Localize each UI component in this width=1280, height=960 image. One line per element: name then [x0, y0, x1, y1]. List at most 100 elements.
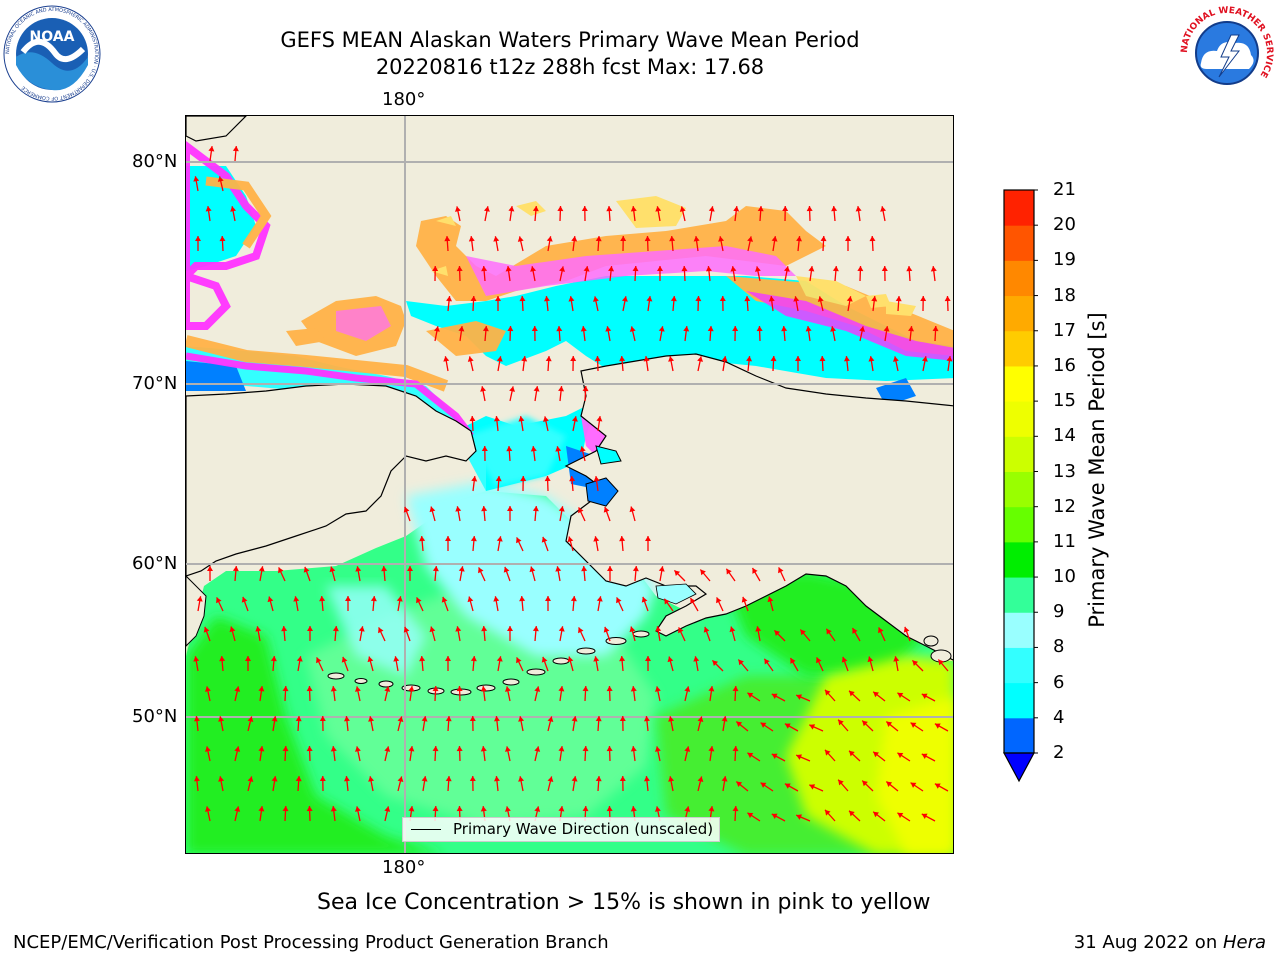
wave-arrow-head — [534, 746, 541, 752]
wave-arrow-head — [419, 536, 426, 542]
wave-arrow-head — [232, 146, 239, 152]
wave-arrow-head — [744, 296, 751, 302]
wave-arrow-head — [708, 806, 715, 812]
wave-arrow-head — [354, 746, 361, 752]
wave-arrow-head — [632, 566, 639, 572]
colorbar-tick-label: 17 — [1053, 319, 1076, 341]
wave-arrow-head — [481, 266, 488, 272]
wave-arrow-head — [897, 752, 904, 759]
wave-arrow-head — [469, 716, 476, 722]
wave-arrow-head — [368, 716, 375, 722]
colorbar-band — [1004, 506, 1034, 543]
colorbar-tick-label: 4 — [1053, 706, 1065, 728]
wave-arrow-head — [629, 326, 636, 332]
wave-arrow-head — [595, 236, 602, 242]
wave-arrow-head — [756, 326, 763, 332]
wave-arrow-head — [747, 236, 754, 242]
wave-arrow-head — [408, 686, 415, 692]
wave-arrow-head — [319, 716, 326, 722]
wave-arrow-head — [558, 806, 565, 812]
wave-arrow-head — [881, 266, 888, 272]
lat-label-70: 70°N — [132, 373, 178, 394]
wave-arrow-head — [480, 746, 487, 752]
wave-arrow-head — [558, 686, 565, 692]
wave-arrow-head — [258, 806, 265, 812]
wave-arrow-head — [455, 506, 462, 512]
wave-arrow-head — [503, 566, 510, 573]
land — [186, 116, 953, 661]
wave-arrow-head — [306, 746, 313, 752]
land-svalbard-hint — [186, 116, 247, 142]
wave-arrow-head — [381, 566, 388, 572]
wave-arrow-head — [805, 326, 812, 332]
wave-arrow-head — [855, 206, 862, 212]
wave-arrow-head — [495, 296, 501, 301]
wave-arrow-head — [738, 659, 744, 666]
wave-arrow-head — [204, 746, 211, 752]
wave-arrow-head — [632, 266, 639, 272]
wave-arrow-head — [507, 626, 513, 631]
wave-arrow-head — [571, 236, 578, 242]
wave-arrow-head — [205, 206, 212, 212]
wave-arrow-head — [456, 806, 463, 812]
wave-arrow-head — [920, 296, 927, 302]
wave-arrow-head — [396, 596, 403, 602]
wave-arrow-head — [857, 266, 864, 272]
wave-arrow-head — [547, 776, 554, 783]
wave-arrow-head — [518, 776, 525, 782]
colorbar-band — [1004, 225, 1034, 261]
wave-arrow-head — [530, 266, 537, 272]
wave-arrow-head — [871, 296, 878, 302]
wave-arrow-head — [771, 693, 778, 699]
wave-arrow-head — [519, 296, 526, 302]
wave-arrow-head — [790, 658, 796, 664]
wave-arrow-head — [869, 236, 876, 242]
wave-arrow-head — [546, 236, 553, 242]
colorbar-tick-label: 12 — [1053, 495, 1076, 517]
wave-arrow-head — [421, 716, 428, 722]
wave-arrow-head — [504, 686, 511, 692]
colorbar-band — [1004, 647, 1034, 684]
wave-arrow-head — [270, 656, 277, 662]
wave-arrow-head — [697, 356, 704, 362]
wave-arrow-head — [219, 236, 226, 242]
wave-arrow-head — [796, 754, 802, 760]
colorbar-band — [1004, 260, 1034, 297]
wave-arrow-head — [726, 568, 732, 575]
wave-arrow-head — [193, 716, 200, 722]
wave-arrow-head — [578, 507, 584, 514]
wave-arrow-head — [944, 296, 951, 302]
wave-arrow-head — [849, 810, 855, 817]
wave-arrow-head — [910, 722, 917, 728]
wave-arrow-head — [681, 266, 688, 272]
wave-arrow-head — [678, 627, 684, 634]
wave-arrow-head — [433, 326, 440, 332]
wave-arrow-head — [343, 716, 350, 722]
wave-arrow-head — [518, 416, 525, 422]
colorbar-tick-label: 6 — [1053, 671, 1065, 693]
wave-arrow-head — [620, 236, 627, 242]
wave-arrow-head — [493, 776, 500, 782]
wave-arrow-head — [219, 656, 226, 662]
wave-arrow-head — [824, 689, 831, 696]
wave-arrow-head — [509, 386, 516, 392]
wave-arrow-head — [555, 446, 562, 452]
wave-arrow-head — [582, 806, 589, 812]
wave-arrow-head — [378, 627, 384, 634]
wave-arrow-head — [583, 266, 590, 272]
wave-arrow-head — [641, 596, 648, 603]
colorbar — [1002, 189, 1038, 783]
colorbar-under-triangle — [1002, 752, 1036, 783]
colorbar-band — [1004, 401, 1034, 437]
footer-date: 31 Aug 2022 on Hera — [1074, 932, 1266, 953]
colorbar-tick-label: 20 — [1053, 214, 1076, 236]
wave-arrow-head — [732, 326, 739, 332]
wave-arrow-head — [307, 626, 313, 631]
wave-arrow-head — [332, 626, 339, 632]
wave-arrow-head — [316, 657, 322, 664]
wave-arrow-head — [716, 597, 722, 604]
wave-arrow-head — [278, 567, 284, 574]
colorbar-tick-label: 13 — [1053, 460, 1076, 482]
wave-arrow-head — [570, 356, 577, 362]
colorbar-tick-label: 16 — [1053, 354, 1076, 376]
